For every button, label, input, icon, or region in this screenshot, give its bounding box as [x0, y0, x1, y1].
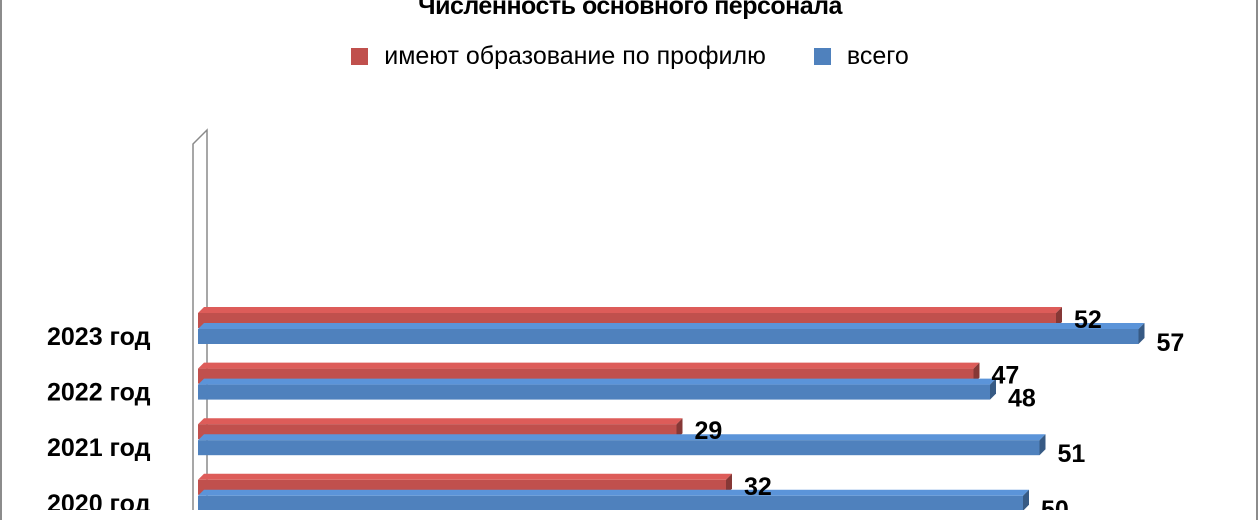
bar-side-face: [1138, 323, 1145, 344]
category-label: 2023 год: [47, 323, 151, 351]
data-label-total: 57: [1157, 329, 1185, 357]
category-label: 2022 год: [47, 379, 151, 407]
data-label-total: 50: [1041, 496, 1069, 510]
data-label-total: 51: [1058, 440, 1086, 468]
legend-swatch-profile: [351, 48, 369, 65]
bar-side-face: [1056, 307, 1062, 328]
legend-swatch-total: [813, 48, 831, 65]
bar-total: [198, 378, 996, 400]
bar-top-face: [198, 307, 1062, 313]
bar-front-face: [198, 440, 1040, 456]
bar-side-face: [676, 418, 683, 440]
category-label: 2020 год: [47, 490, 151, 510]
bars-group: [198, 307, 1145, 510]
data-label-profile: 52: [1074, 306, 1102, 334]
data-label-profile: 29: [695, 417, 723, 445]
bar-top-face: [198, 362, 980, 369]
data-label-profile: 32: [744, 473, 772, 501]
chart-title: Численность основного персонала: [418, 0, 842, 20]
bar-top-face: [198, 473, 732, 480]
bar-side-face: [990, 378, 996, 400]
bar-side-face: [973, 362, 980, 384]
bar-side-face: [1023, 489, 1029, 510]
bar-front-face: [198, 495, 1023, 510]
bar-front-face: [198, 384, 990, 400]
bar-top-face: [198, 378, 996, 385]
bar-side-face: [726, 473, 732, 495]
legend-label-total: всего: [846, 42, 909, 70]
bar-side-face: [1039, 434, 1046, 456]
category-label: 2021 год: [47, 434, 151, 462]
legend-item-total: всего: [813, 42, 909, 71]
bar-front-face: [198, 329, 1139, 344]
bar-top-face: [198, 323, 1145, 329]
bar-top-face: [198, 489, 1029, 496]
chart-legend: имеют образование по профилю всего: [0, 42, 1260, 71]
legend-item-profile: имеют образование по профилю: [351, 42, 766, 71]
bar-total: [198, 489, 1029, 510]
legend-label-profile: имеют образование по профилю: [384, 42, 766, 70]
bar-total: [198, 434, 1046, 456]
bar-top-face: [198, 434, 1046, 441]
data-label-total: 48: [1008, 385, 1036, 413]
bar-total: [198, 323, 1145, 344]
data-label-profile: 47: [992, 362, 1020, 390]
bar-top-face: [198, 418, 683, 425]
